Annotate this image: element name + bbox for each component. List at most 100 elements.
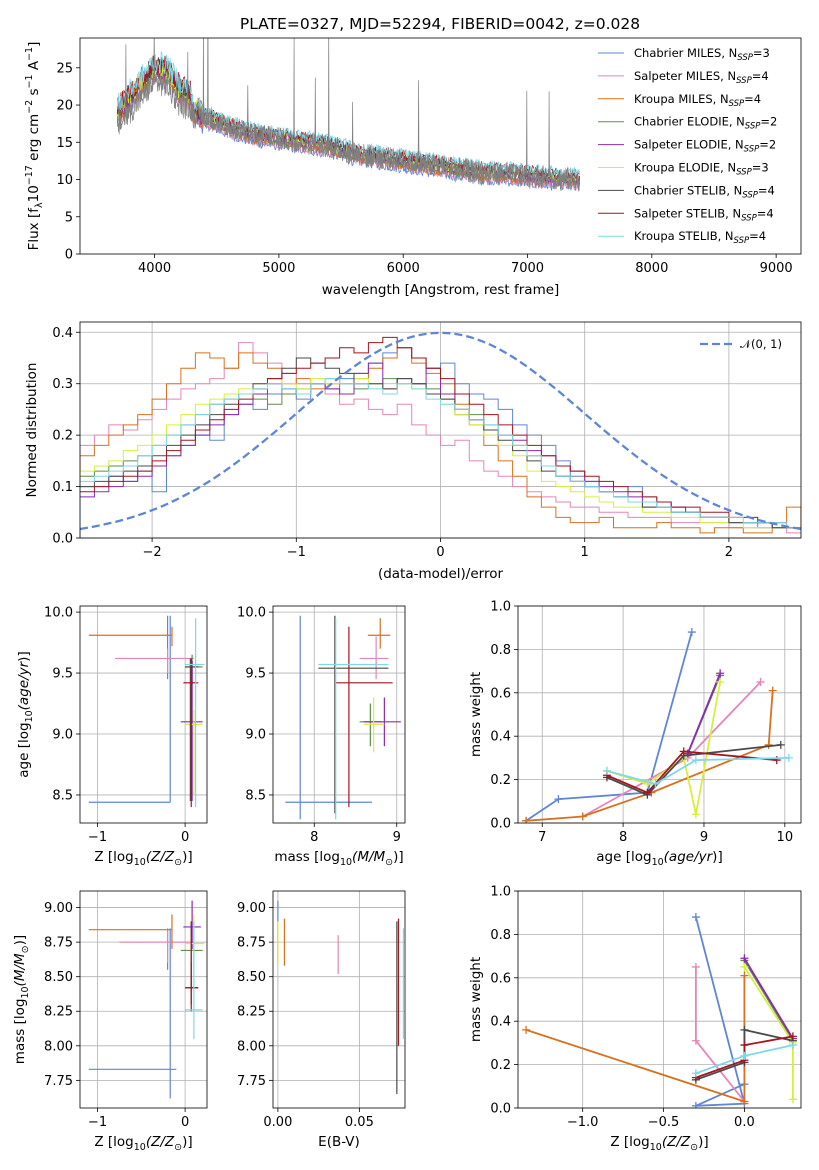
x-label-part: Z [log [610, 1134, 649, 1150]
point-marker [691, 1101, 700, 1108]
x-axis-label: (data-model)/error [378, 566, 504, 582]
point-marker [756, 677, 765, 686]
point-marker [691, 1069, 700, 1078]
y-tick-label: 7.75 [237, 1074, 266, 1089]
x-tick-label: −1 [88, 1115, 107, 1130]
series-line-kroupa-elodie [743, 966, 794, 1100]
point-marker [740, 1025, 749, 1034]
legend-entry: Kroupa ELODIE, NSSP=3 [634, 161, 769, 178]
histogram-kroupa-miles [80, 347, 801, 538]
point-marker [687, 628, 696, 637]
y-label-part: erg cm [26, 114, 42, 165]
x-tick-label: 9000 [760, 261, 793, 276]
x-axis-label: Z [log10(Z/Z⊙)] [94, 1134, 192, 1153]
legend-suffix: =4 [752, 69, 769, 83]
series-line-chabrier-miles [525, 631, 693, 822]
histogram-kroupa-stelib [80, 378, 801, 538]
axes-frame [272, 605, 406, 824]
y-tick-label: 0.1 [52, 480, 73, 495]
y-axis-label: mass weight [468, 957, 484, 1042]
plot-area-mass_vs_Z [88, 900, 205, 1099]
y-label-part: (age/yr [16, 660, 32, 710]
legend-entry: Chabrier ELODIE, NSSP=2 [634, 115, 777, 132]
y-label-part: λ [34, 202, 45, 208]
y-tick-label: 1.0 [490, 600, 511, 615]
x-tick-label: 8 [310, 830, 318, 845]
y-tick-label: 8.25 [237, 1005, 266, 1020]
x-axis-label: wavelength [Angstrom, rest frame] [322, 282, 560, 298]
x-axis-label: mass [log10(M/M⊙)] [274, 849, 403, 868]
x-label-part: )] [393, 849, 404, 865]
legend-entry: Salpeter MILES, NSSP=4 [634, 69, 769, 86]
y-tick-label: 0.3 [52, 377, 73, 392]
x-axis-label: E(B-V) [318, 1134, 360, 1150]
x-tick-label: 10 [777, 830, 794, 845]
y-label-part: s [26, 88, 42, 99]
y-tick-label: 0.0 [52, 532, 73, 547]
y-tick-label: 0.2 [490, 773, 511, 788]
y-label-sub: 10 [24, 710, 35, 722]
panel-age_vs_Z: −1 08.59.09.510.0Z [log10(Z/Z⊙)]age [log1… [16, 605, 208, 868]
y-tick-label: 25 [56, 61, 73, 76]
panels: 4000 5000 6000 7000 8000 90000510152025wavele… [12, 37, 802, 1153]
y-tick-label: 0 [65, 248, 73, 263]
y-label-part: )] [12, 935, 28, 946]
y-axis-label: age [log10(age/yr)] [16, 651, 35, 777]
legend-label: Chabrier MILES, N [634, 46, 737, 60]
y-tick-label: 20 [56, 99, 73, 114]
y-label-sub: 10 [20, 986, 31, 998]
legend-label: Chabrier STELIB, N [634, 183, 742, 197]
plot-area-residuals [80, 331, 801, 538]
x-label-part: (Z/Z [662, 1134, 691, 1150]
y-label-part: )] [16, 651, 32, 662]
x-tick-label: 7 [538, 830, 546, 845]
y-tick-label: 8.5 [52, 788, 73, 803]
y-tick-label: 15 [56, 136, 73, 151]
legend-suffix: =3 [753, 46, 770, 60]
x-tick-label: 7000 [511, 261, 544, 276]
panel-mass_vs_Z: −1 07.758.008.258.508.759.00Z [log10(Z/Z⊙… [12, 890, 208, 1153]
series-line-salpeter-miles [695, 967, 746, 1103]
point-marker [691, 962, 700, 971]
axes-frame [272, 890, 406, 1109]
point-marker [740, 1051, 749, 1060]
point-marker [691, 810, 700, 819]
y-tick-label: 8.5 [245, 788, 266, 803]
panel-mass_vs_ebv: 0.00 0.05 7.75 8.00 8.25 8.50 8.75 9.00 E(B-V) [237, 890, 406, 1150]
x-label-part: (Z/Z [146, 849, 175, 865]
legend-sub: SSP [736, 76, 752, 86]
y-tick-label: 8.75 [44, 936, 73, 951]
x-label-part: age [log [596, 849, 651, 865]
x-label-sub: 10 [652, 857, 664, 868]
legend-suffix: =4 [757, 206, 774, 220]
legend-sub: SSP [736, 168, 752, 178]
axes-frame [79, 890, 208, 1109]
y-tick-label: 9.0 [245, 728, 266, 743]
panel-spectrum: 4000 5000 6000 7000 8000 9000 0 5 10 15 20 25 wavele… [24, 37, 802, 298]
legend-sub: SSP [741, 213, 757, 223]
x-tick-label: −2 [143, 545, 162, 560]
y-label-part: −1 [24, 74, 35, 88]
point-marker [740, 954, 749, 963]
histogram-salpeter-stelib [80, 336, 801, 538]
axes-frame [79, 605, 208, 824]
y-axis-label: Flux [fλ10−17 erg cm−2 s−1 A−1] [24, 42, 45, 251]
x-tick-label: 9 [700, 830, 708, 845]
legend-label: Kroupa MILES, N [634, 92, 729, 106]
point-marker [691, 913, 700, 922]
legend-sub: SSP [737, 53, 753, 63]
y-tick-label: 0.2 [490, 1058, 511, 1073]
point-marker [716, 669, 725, 678]
y-label-sun: ⊙ [20, 945, 31, 953]
x-tick-label: 8 [619, 830, 627, 845]
legend-entry: Chabrier MILES, NSSP=3 [634, 46, 770, 63]
y-tick-label: 1.0 [490, 885, 511, 900]
x-label-part: )] [712, 849, 723, 865]
y-label-part: 10 [26, 185, 42, 202]
series-line-salpeter-elodie [686, 672, 721, 754]
y-tick-label: 9.5 [245, 667, 266, 682]
legend-sub: SSP [742, 190, 758, 200]
y-tick-label: 9.0 [52, 728, 73, 743]
legend-suffix: =4 [758, 183, 775, 197]
point-marker [691, 1036, 700, 1045]
